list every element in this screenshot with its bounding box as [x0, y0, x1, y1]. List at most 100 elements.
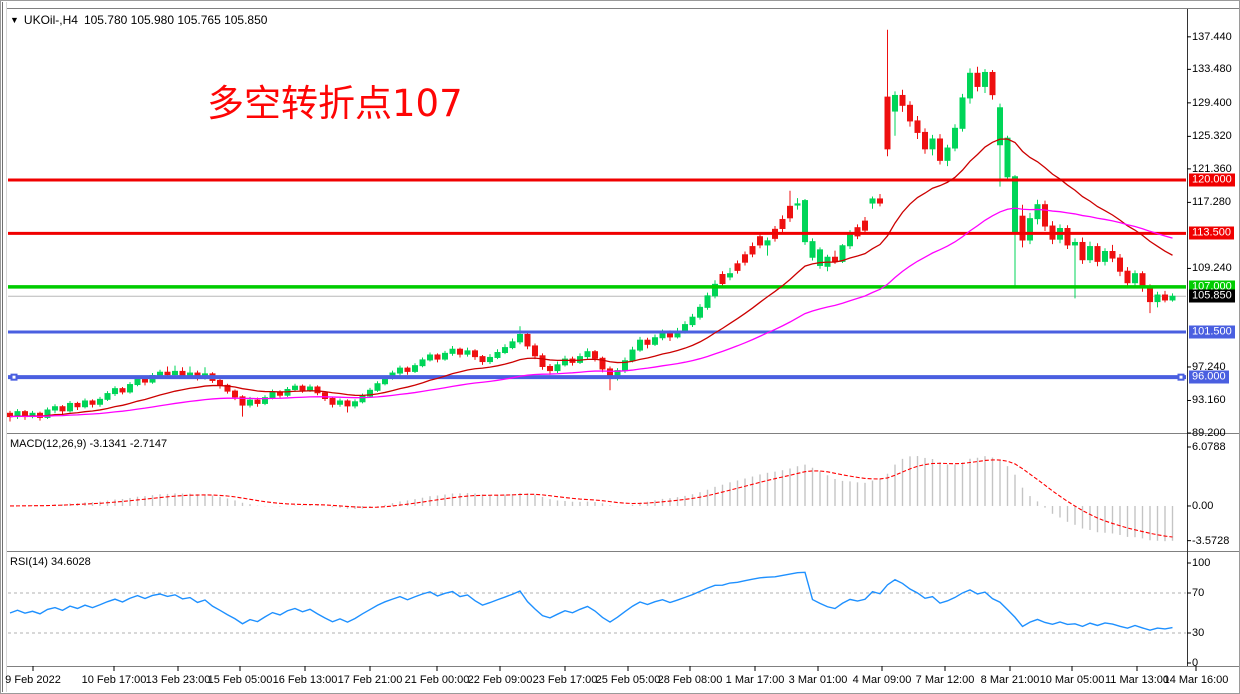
candle-body: [944, 147, 951, 161]
candle-body: [1019, 215, 1026, 241]
candle-body: [112, 388, 118, 395]
annotation-text-object[interactable]: 多空转折点107: [207, 82, 463, 125]
candle-body: [104, 393, 111, 400]
time-axis-label: 17 Feb 21:00: [337, 674, 403, 686]
candle-body: [1087, 246, 1093, 261]
candle-body: [307, 386, 313, 391]
time-axis-label: 11 Mar 13:00: [1104, 674, 1170, 686]
time-axis-label: 15 Feb 05:00: [207, 674, 273, 686]
candle-body: [937, 138, 943, 161]
line-drag-handle-center: [1179, 375, 1183, 379]
candle-body: [254, 399, 261, 404]
candle-body: [682, 324, 688, 332]
candle-body: [539, 355, 546, 367]
candle-body: [509, 341, 516, 349]
rsi-indicator-label: RSI(14) 34.6028: [10, 556, 91, 568]
candle-body: [52, 406, 58, 411]
candle-body: [854, 227, 861, 237]
candle-body: [292, 385, 298, 390]
candle-body: [802, 200, 808, 243]
price-tick-label: 129.400: [1192, 96, 1232, 109]
candle-body: [119, 388, 126, 393]
candle-body: [1147, 287, 1153, 303]
candle-body: [982, 71, 988, 87]
price-line-badge: 120.000: [1189, 173, 1235, 187]
price-tick-label: 121.360: [1192, 162, 1232, 175]
candle-body: [899, 94, 906, 106]
price-line-badge: 96.000: [1189, 370, 1229, 384]
candle-body: [224, 384, 231, 392]
candle-body: [862, 220, 868, 231]
candle-body: [172, 370, 178, 376]
candle-body: [1117, 257, 1123, 272]
candle-body: [164, 371, 171, 376]
time-axis-label: 23 Feb 17:00: [532, 674, 598, 686]
candle-body: [1034, 204, 1041, 220]
candle-body: [974, 72, 981, 87]
candle-body: [809, 241, 816, 258]
candle-body: [1169, 295, 1176, 301]
candle-body: [719, 273, 726, 285]
candle-body: [352, 401, 358, 407]
candle-body: [637, 339, 643, 351]
time-axis-label: 14 Mar 16:00: [1163, 674, 1229, 686]
time-axis-label: 3 Mar 01:00: [788, 674, 848, 686]
symbol-dropdown-icon[interactable]: ▼: [10, 15, 19, 25]
candle-body: [329, 398, 336, 405]
candle-body: [337, 400, 343, 405]
time-axis-label: 13 Feb 23:00: [145, 674, 211, 686]
candle-body: [524, 333, 531, 347]
candle-body: [1132, 273, 1138, 284]
candle-body: [464, 350, 471, 355]
candle-body: [554, 364, 561, 372]
candle-body: [592, 351, 598, 359]
candle-body: [97, 398, 103, 405]
line-drag-handle-center: [12, 375, 16, 379]
candle-body: [314, 386, 321, 394]
candle-body: [419, 359, 426, 367]
candle-body: [479, 356, 486, 363]
candle-body: [1102, 251, 1108, 262]
candle-body: [1162, 294, 1168, 301]
candle-body: [142, 378, 148, 383]
candle-body: [877, 198, 883, 204]
candle-body: [704, 295, 711, 308]
candle-body: [494, 352, 501, 358]
candle-body: [404, 367, 411, 372]
candle-body: [269, 391, 276, 399]
candle-body: [1154, 294, 1161, 303]
candle-body: [44, 409, 51, 418]
candle-body: [869, 198, 876, 204]
candle-body: [1012, 176, 1018, 233]
candle-body: [517, 333, 523, 343]
rsi-tick-label: 0: [1192, 657, 1199, 669]
price-tick-label: 93.160: [1192, 394, 1226, 407]
candle-body: [689, 316, 696, 326]
candle-body: [892, 94, 898, 112]
candle-body: [599, 357, 606, 370]
candle-body: [67, 402, 73, 412]
time-axis-label: 1 Mar 17:00: [725, 674, 785, 686]
candle-body: [367, 389, 373, 397]
candle-body: [989, 71, 996, 96]
candle-body: [1109, 251, 1116, 259]
candle-body: [659, 332, 666, 339]
rsi-tick-label: 70: [1192, 587, 1205, 599]
candle-body: [179, 370, 186, 377]
candle-body: [697, 306, 703, 318]
time-axis-label: 4 Mar 09:00: [852, 674, 912, 686]
price-tick-label: 117.280: [1192, 196, 1231, 209]
macd-tick-label: -3.5728: [1192, 534, 1230, 547]
time-axis-label: 16 Feb 13:00: [272, 674, 338, 686]
ma-fast-line: [9, 138, 1173, 418]
candle-body: [794, 203, 801, 206]
candle-body: [1079, 241, 1086, 261]
candle-body: [472, 350, 478, 358]
price-line-badge: 113.500: [1189, 226, 1234, 240]
candle-body: [884, 96, 891, 150]
macd-indicator-label: MACD(12,26,9) -3.1341 -2.7147: [10, 438, 168, 450]
candle-body: [412, 365, 418, 372]
candle-body: [734, 263, 741, 271]
